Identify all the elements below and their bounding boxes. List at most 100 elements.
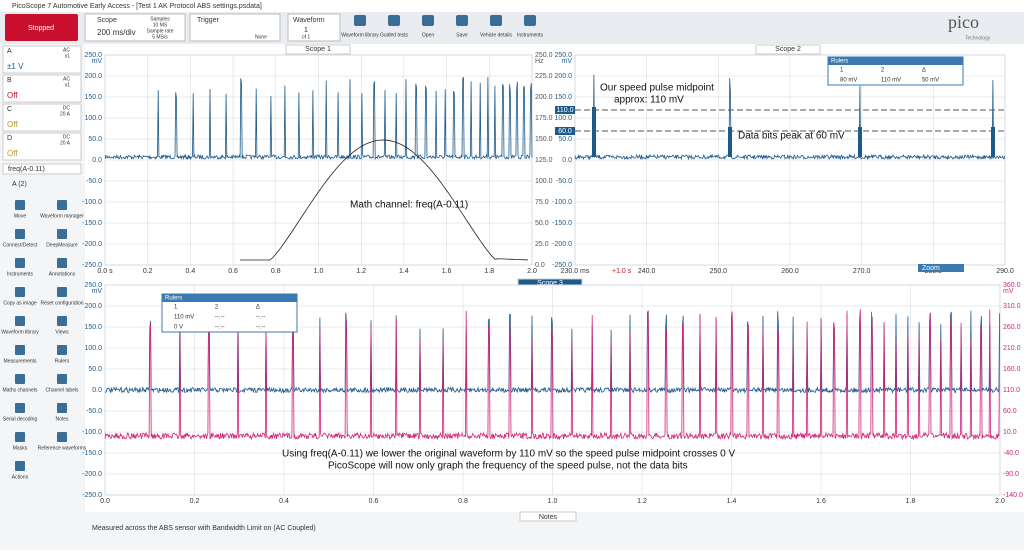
- timebase-box[interactable]: [84, 13, 186, 42]
- ruler-marker-label: 110.0: [557, 107, 574, 114]
- x-tick-label: 230.0 ms: [561, 268, 590, 275]
- ruler-marker[interactable]: [555, 127, 575, 135]
- channel-box[interactable]: [2, 45, 82, 74]
- rulers-col: Δ: [922, 68, 926, 74]
- y-tick-label: -200.0: [82, 471, 102, 478]
- math-channel: freq(A-0.11): [8, 166, 45, 173]
- y2-tick-label: -40.0: [1003, 450, 1019, 457]
- tool-icon[interactable]: [15, 229, 25, 239]
- zoom-box[interactable]: [918, 264, 964, 272]
- tool-icon[interactable]: [15, 258, 25, 268]
- y-tick-label: 100.0: [84, 345, 102, 352]
- tool-label: Reference waveforms: [38, 445, 87, 451]
- notes-text: Measured across the ABS sensor with Band…: [92, 525, 316, 532]
- annotation: PicoScope will now only graph the freque…: [328, 461, 688, 472]
- tool-label: Masks: [13, 445, 28, 451]
- tool-label: Connect/Detect: [3, 242, 38, 248]
- waveform: [104, 309, 1000, 441]
- y2-tick-label: 25.0: [535, 241, 549, 248]
- channel-name: D: [7, 135, 12, 142]
- tool-icon[interactable]: [57, 287, 67, 297]
- channel-box[interactable]: [2, 132, 82, 161]
- y-tick-label: 50.0: [558, 136, 572, 143]
- waveform-box[interactable]: [287, 13, 341, 42]
- tool-label: Annotations: [49, 271, 76, 277]
- waveform: [574, 74, 1006, 161]
- tool-icon[interactable]: [15, 374, 25, 384]
- tool-icon[interactable]: [57, 200, 67, 210]
- y2-tick-label: 160.0: [1003, 366, 1021, 373]
- tool-icon[interactable]: [15, 316, 25, 326]
- channel-box[interactable]: [2, 74, 82, 103]
- rulers-header: [828, 57, 963, 65]
- notes-tab[interactable]: [519, 511, 577, 522]
- x-tick-label: 290.0: [996, 268, 1014, 275]
- tool-icon[interactable]: [57, 374, 67, 384]
- toolbar-icon[interactable]: [456, 15, 468, 26]
- rulers-col: 1: [840, 68, 844, 74]
- y-unit: mV: [562, 58, 573, 65]
- scope-tab[interactable]: [755, 44, 821, 55]
- channel-state: Off: [7, 149, 18, 158]
- toolbar-icon[interactable]: [354, 15, 366, 26]
- x-tick-label: 0.6: [228, 268, 238, 275]
- x-tick-label: 1.0: [548, 498, 558, 505]
- x-tick-label: 2.0: [527, 268, 537, 275]
- tool-icon[interactable]: [15, 287, 25, 297]
- y-tick-label: 50.0: [88, 366, 102, 373]
- x-tick-label: 0.8: [271, 268, 281, 275]
- y-tick-label: -150.0: [82, 220, 102, 227]
- scope-tab-label: Scope 3: [537, 280, 563, 287]
- channel-state: ±1 V: [7, 62, 24, 71]
- timebase: 200 ms/div: [97, 28, 136, 37]
- sample-rate: 5 MS/s: [152, 34, 168, 40]
- y-tick-label: 150.0: [554, 94, 572, 101]
- y-tick-label: -250.0: [552, 262, 572, 269]
- stop-button[interactable]: [5, 14, 78, 41]
- annotation: approx: 110 mV: [614, 95, 684, 106]
- channel-name: C: [7, 106, 12, 113]
- y2-tick-label: 75.0: [535, 199, 549, 206]
- tool-icon[interactable]: [15, 432, 25, 442]
- x-tick-label: 1.8: [906, 498, 916, 505]
- y-unit: mV: [92, 288, 103, 295]
- tool-icon[interactable]: [57, 258, 67, 268]
- channel-box[interactable]: [2, 103, 82, 132]
- y2-tick-label: 310.0: [1003, 303, 1021, 310]
- y-tick-label: -100.0: [552, 199, 572, 206]
- tool-icon[interactable]: [15, 345, 25, 355]
- tool-icon[interactable]: [15, 200, 25, 210]
- toolbar-icon[interactable]: [422, 15, 434, 26]
- y-tick-label: 150.0: [84, 94, 102, 101]
- tool-icon[interactable]: [57, 432, 67, 442]
- y-tick-label: -150.0: [552, 220, 572, 227]
- rulers-cell: 110 mV: [881, 78, 901, 84]
- trigger-box[interactable]: [189, 13, 281, 42]
- tool-icon[interactable]: [15, 461, 25, 471]
- y-tick-label: -250.0: [82, 492, 102, 499]
- y-tick-label: 0.0: [92, 387, 102, 394]
- channel-probe: x1: [65, 53, 71, 59]
- samples: 10 MS: [153, 22, 168, 28]
- rulers-cell: 50 mV: [922, 78, 939, 84]
- x-offset: +1.0 s: [612, 268, 632, 275]
- x-tick-label: 0.0: [100, 498, 110, 505]
- tool-icon[interactable]: [57, 316, 67, 326]
- tool-label: Views: [55, 329, 69, 335]
- toolbar-icon[interactable]: [490, 15, 502, 26]
- math-channel-box[interactable]: [2, 163, 82, 175]
- y2-tick-label: 225.0: [535, 73, 553, 80]
- toolbar-icon[interactable]: [388, 15, 400, 26]
- tool-label: Rulers: [55, 358, 70, 364]
- toolbar-button-label: Instruments: [517, 32, 544, 38]
- y2-tick-label: 60.0: [1003, 408, 1017, 415]
- scope-tab[interactable]: [285, 44, 351, 55]
- tool-icon[interactable]: [15, 403, 25, 413]
- x-tick-label: 1.8: [484, 268, 494, 275]
- tool-icon[interactable]: [57, 403, 67, 413]
- toolbar-icon[interactable]: [524, 15, 536, 26]
- tool-icon[interactable]: [57, 229, 67, 239]
- rulers-title: Rulers: [165, 296, 182, 302]
- tool-icon[interactable]: [57, 345, 67, 355]
- ruler-marker[interactable]: [555, 106, 575, 114]
